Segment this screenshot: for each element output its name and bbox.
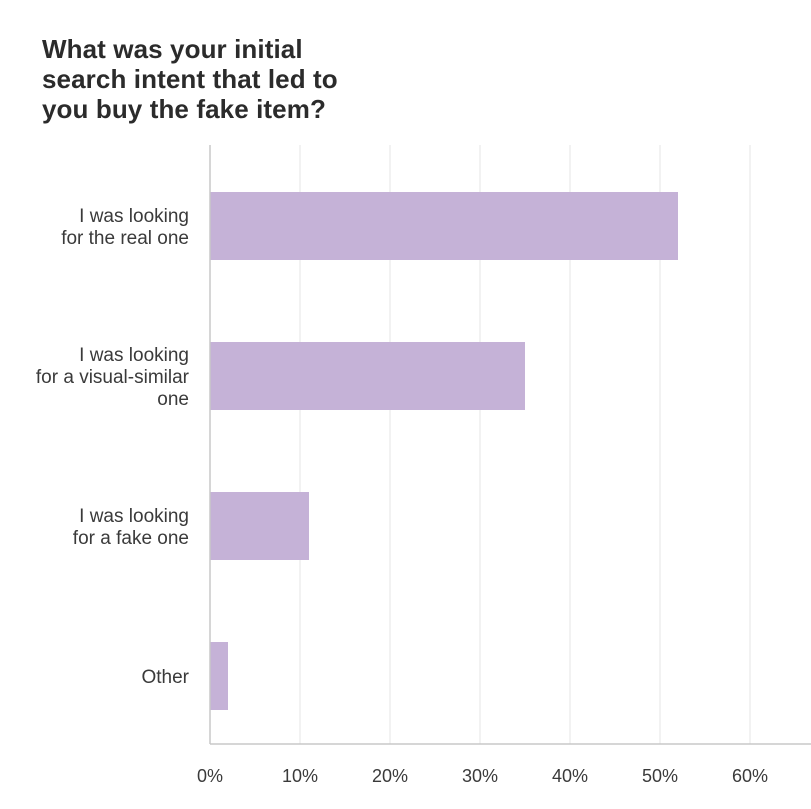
chart-title: What was your initial search intent that… [42, 34, 422, 124]
category-label-line: I was looking [79, 506, 189, 527]
chart-title-line: search intent that led to [42, 64, 338, 94]
category-label-line: I was looking [79, 206, 189, 227]
category-label: Other [141, 667, 189, 688]
x-tick-label: 60% [732, 766, 768, 786]
x-tick-label: 0% [197, 766, 223, 786]
x-tick-label: 10% [282, 766, 318, 786]
category-label-line: I was looking [79, 345, 189, 366]
x-tick-label: 50% [642, 766, 678, 786]
category-label-line: for a visual-similar [36, 367, 190, 388]
category-label: I was looking for a fake one [73, 506, 189, 549]
x-tick-label: 40% [552, 766, 588, 786]
bar-fake-one [210, 492, 309, 560]
bar-real-one [210, 192, 678, 260]
x-tick-label: 30% [462, 766, 498, 786]
chart-title-line: What was your initial [42, 34, 303, 64]
category-label: I was looking for the real one [61, 206, 189, 249]
category-label-line: Other [141, 667, 189, 688]
bar-visual-similar [210, 342, 525, 410]
chart-title-line: you buy the fake item? [42, 94, 326, 124]
category-label-line: for the real one [61, 228, 189, 249]
bar-other [210, 642, 228, 710]
category-label-line: for a fake one [73, 528, 189, 549]
category-label: I was looking for a visual-similar one [36, 345, 190, 410]
x-tick-label: 20% [372, 766, 408, 786]
category-label-line: one [157, 389, 189, 410]
